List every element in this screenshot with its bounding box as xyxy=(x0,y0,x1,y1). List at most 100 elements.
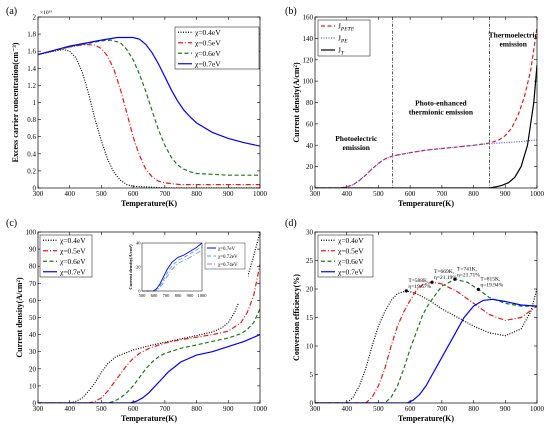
inset-y-tick-label: 40 xyxy=(136,241,141,246)
inset-y-tick-label: 20 xyxy=(136,265,141,270)
x-tick-label: 800 xyxy=(468,405,479,413)
series-line xyxy=(38,334,260,403)
y-axis-label: Current density(A/cm²) xyxy=(15,277,24,358)
x-tick-label: 300 xyxy=(33,190,44,198)
peak-annotation: T=588K, xyxy=(408,278,429,284)
peak-annotation: η=21.19% xyxy=(434,275,457,281)
series-line xyxy=(315,27,537,188)
x-tick-label: 600 xyxy=(405,405,416,413)
peak-annotation: η=19.94% xyxy=(480,282,503,288)
x-tick-label: 900 xyxy=(500,405,511,413)
legend-name: J xyxy=(338,22,341,31)
region-label: Photo-enhanced xyxy=(415,99,467,108)
y-tick-label: 40 xyxy=(306,142,314,150)
x-tick-label: 500 xyxy=(373,190,384,198)
series-line xyxy=(315,139,537,188)
region-label: Thermoelectric xyxy=(489,30,539,39)
y-tick-label: 60 xyxy=(29,297,37,305)
x-tick-label: 900 xyxy=(500,190,511,198)
y-tick-label: 20 xyxy=(306,286,314,294)
y-tick-label: 10 xyxy=(306,343,314,351)
legend-box xyxy=(317,234,374,278)
x-tick-label: 300 xyxy=(310,405,321,413)
y-axis-label: Excess carrier concentration(cm⁻³) xyxy=(11,42,20,162)
series-line xyxy=(38,48,260,188)
legend-subscript: PE xyxy=(340,39,348,45)
y-tick-label: 5 xyxy=(310,371,314,379)
x-tick-label: 900 xyxy=(223,405,234,413)
inset-legend-entry: χ=0.72eV xyxy=(218,255,238,260)
legend-entry: χ=0.6eV xyxy=(195,49,221,58)
y-tick-label: 20 xyxy=(29,365,37,373)
legend-entry: χ=0.7eV xyxy=(338,267,364,276)
x-tick-label: 1000 xyxy=(530,190,545,198)
panel-label: (b) xyxy=(285,6,297,17)
region-label: emission xyxy=(499,39,527,48)
x-tick-label: 500 xyxy=(373,405,384,413)
panel-label: (c) xyxy=(6,218,17,229)
y-tick-label: 15 xyxy=(306,314,314,322)
inset-legend-box xyxy=(204,242,246,270)
inset-legend-entry: χ=0.7eV xyxy=(218,247,236,252)
series-line xyxy=(38,39,260,176)
x-tick-label: 800 xyxy=(468,190,479,198)
y-tick-label: 1.4 xyxy=(27,65,36,73)
y-tick-label: 0.4 xyxy=(27,150,36,158)
y-tick-label: 20 xyxy=(306,163,314,171)
x-tick-label: 800 xyxy=(191,405,202,413)
y-tick-label: 0 xyxy=(310,185,314,193)
x-tick-label: 400 xyxy=(64,405,75,413)
series-line xyxy=(38,232,260,403)
peak-annotation: T=741K, xyxy=(457,266,478,272)
inset-series-line xyxy=(142,242,203,292)
panel-3: (c)300 400 500 600 700 800 900 1000010203040506… xyxy=(6,218,268,423)
legend-entry: χ=0.4eV xyxy=(60,236,86,245)
y-tick-label: 0 xyxy=(33,400,37,408)
inset-x-tick-label: 500 xyxy=(139,293,147,298)
x-tick-label: 500 xyxy=(96,405,107,413)
legend-entry: JT xyxy=(338,46,345,57)
panel-1: (a) 300 400 500 600 700 800 900 1000 0 0.2 0.4 0.6 0.… xyxy=(6,6,268,208)
legend-name: χ=0.6eV xyxy=(195,49,221,58)
y-tick-label: 100 xyxy=(26,229,37,237)
x-axis-label: Temperature(K) xyxy=(398,199,454,208)
inset-x-tick-label: 1000 xyxy=(198,293,208,298)
y-tick-label: 140 xyxy=(303,35,314,43)
x-tick-label: 600 xyxy=(128,190,139,198)
legend-entry: JPE xyxy=(338,34,348,45)
legend-name: χ=0.4eV xyxy=(338,236,364,245)
x-tick-label: 300 xyxy=(310,190,321,198)
legend-name: χ=0.5eV xyxy=(195,38,221,47)
legend-entry: JPETE xyxy=(338,22,355,33)
region-label: Photoelectric xyxy=(335,134,378,143)
y-tick-label: 0.6 xyxy=(27,133,36,141)
inset-x-tick-label: 800 xyxy=(175,293,183,298)
x-tick-label: 1000 xyxy=(253,190,268,198)
x-axis-label: Temperature(K) xyxy=(121,414,177,423)
y-tick-label: 160 xyxy=(303,14,314,22)
legend-name: χ=0.7eV xyxy=(60,267,86,276)
x-tick-label: 700 xyxy=(160,190,171,198)
x-tick-label: 300 xyxy=(33,405,44,413)
y-tick-label: 50 xyxy=(29,314,37,322)
inset-series-line xyxy=(142,246,203,292)
x-tick-label: 700 xyxy=(437,190,448,198)
legend-entry: χ=0.7eV xyxy=(195,59,221,68)
x-tick-label: 900 xyxy=(223,190,234,198)
legend-subscript: T xyxy=(341,51,345,57)
inset-y-axis-label: Current density(A/cm²) xyxy=(128,244,133,290)
legend-entry: χ=0.5eV xyxy=(195,38,221,47)
y-tick-label: 100 xyxy=(303,78,314,86)
y-tick-label: 1.8 xyxy=(27,31,36,39)
y-tick-label: 60 xyxy=(306,120,314,128)
y-tick-label: 40 xyxy=(29,331,37,339)
inset-y-tick-label: 0 xyxy=(138,289,141,294)
x-tick-label: 400 xyxy=(341,405,352,413)
x-tick-label: 700 xyxy=(437,405,448,413)
x-axis-label: Temperature(K) xyxy=(398,414,454,423)
region-label: thermionic emission xyxy=(409,108,474,117)
legend-name: χ=0.4eV xyxy=(195,28,221,37)
x-tick-label: 600 xyxy=(405,190,416,198)
